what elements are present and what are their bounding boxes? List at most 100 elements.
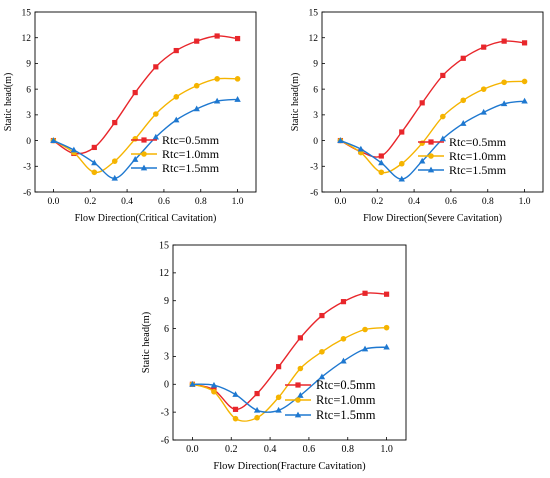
legend-label: Rtc=0.5mm: [316, 378, 376, 392]
x-tick-label: 0.4: [264, 444, 277, 455]
data-point: [340, 299, 347, 305]
data-point: [480, 86, 487, 92]
y-tick-label: -6: [161, 435, 169, 446]
data-point: [254, 414, 260, 421]
data-point: [398, 160, 405, 167]
data-point: [521, 97, 528, 104]
data-point: [440, 113, 446, 120]
data-point: [419, 140, 425, 146]
x-tick-label: 0.8: [342, 444, 355, 455]
y-tick-label: -6: [23, 188, 31, 198]
data-point: [460, 55, 466, 61]
data-point: [91, 159, 98, 166]
data-point: [152, 133, 160, 140]
data-point: [362, 290, 368, 296]
plot-frame: [172, 244, 407, 441]
data-point: [153, 64, 159, 70]
data-point: [383, 343, 390, 350]
data-point: [521, 40, 528, 46]
series-line: [53, 77, 238, 174]
x-tick-label: 0.2: [225, 444, 238, 455]
y-tick-label: 15: [309, 8, 319, 18]
series-Rtc=1.5mm: [50, 96, 241, 181]
series-line: [340, 100, 525, 180]
data-point: [297, 392, 304, 398]
y-tick-label: 6: [313, 85, 318, 95]
data-point: [440, 72, 446, 79]
y-tick-label: 0: [164, 380, 169, 391]
x-tick-label: 1.0: [380, 444, 393, 455]
data-point: [132, 89, 138, 96]
series-line: [192, 346, 387, 413]
legend-label: Rtc=1.5mm: [316, 408, 376, 422]
data-point: [383, 324, 390, 331]
data-point: [340, 357, 347, 364]
y-tick-label: 6: [26, 85, 31, 95]
data-point: [173, 47, 179, 54]
data-point: [418, 157, 426, 164]
series-line: [340, 80, 525, 174]
legend-marker: [428, 139, 434, 145]
y-tick-label: 9: [164, 296, 169, 307]
data-point: [234, 96, 241, 102]
y-tick-label: 12: [309, 34, 319, 44]
data-point: [501, 38, 507, 44]
x-tick-label: 1.0: [232, 197, 244, 207]
series-line: [53, 98, 238, 179]
data-point: [234, 76, 241, 82]
data-point: [500, 100, 508, 107]
x-axis-label: Flow Direction(Fracture Cavitation): [213, 461, 366, 472]
y-tick-label: -3: [23, 163, 31, 173]
data-point: [193, 105, 200, 112]
data-point: [189, 380, 196, 387]
data-point: [378, 159, 385, 166]
y-tick-label: 15: [22, 8, 32, 18]
data-point: [318, 373, 326, 380]
data-point: [91, 169, 98, 176]
x-tick-label: 0.6: [158, 197, 170, 207]
chart-panel-fracture: -6 -3 0 3 6 9 12 15 0.0 0.2 0.4 0.6 0.8 1.0 Flow Direc…: [141, 240, 407, 472]
x-tick-label: 0.4: [121, 197, 133, 207]
y-tick-label: -6: [310, 188, 318, 198]
data-point: [50, 137, 57, 143]
data-point: [378, 169, 385, 176]
plot-frame: [321, 11, 544, 193]
data-point: [319, 312, 325, 319]
data-point: [362, 326, 368, 333]
data-point: [214, 76, 220, 82]
x-tick-label: 0.6: [303, 444, 316, 455]
data-point: [214, 33, 220, 39]
data-point: [234, 35, 241, 42]
x-tick-label: 0.8: [482, 197, 494, 207]
legend-marker: [295, 382, 301, 388]
chart-panel-critical: -6 -3 0 3 6 9 12 15 0.0 0.2 0.4 0.6 0.8 1.0 Flow Direc…: [3, 8, 257, 224]
data-point: [232, 406, 239, 412]
data-point: [399, 129, 405, 135]
y-tick-label: 9: [313, 60, 318, 70]
legend-label: Rtc=0.5mm: [449, 135, 507, 149]
y-tick-label: 12: [22, 34, 32, 44]
legend-label: Rtc=0.5mm: [162, 133, 220, 147]
legend-marker: [141, 137, 147, 143]
y-tick-label: 15: [159, 240, 169, 251]
y-axis-label: Static head(m): [290, 73, 301, 132]
data-point: [340, 335, 347, 342]
x-tick-label: 0.2: [371, 197, 383, 207]
data-point: [193, 82, 200, 89]
data-point: [232, 415, 239, 422]
legend-label: Rtc=1.5mm: [449, 163, 507, 177]
legend-marker: [294, 411, 302, 418]
data-point: [481, 44, 487, 50]
y-tick-label: -3: [161, 407, 169, 418]
data-point: [357, 145, 365, 152]
x-tick-label: 0.0: [186, 444, 199, 455]
legend-label: Rtc=1.0mm: [316, 393, 376, 407]
data-point: [70, 146, 78, 153]
data-point: [297, 365, 304, 372]
legend-marker: [428, 153, 434, 159]
data-point: [111, 158, 118, 164]
series-Rtc=1.5mm: [189, 343, 390, 413]
data-point: [439, 135, 447, 142]
series-line: [192, 326, 387, 422]
x-tick-label: 0.0: [334, 197, 346, 207]
